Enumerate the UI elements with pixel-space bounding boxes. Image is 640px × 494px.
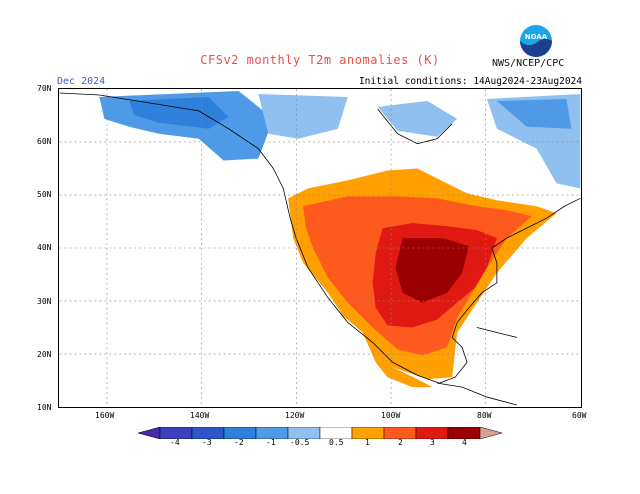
lat-label: 40N — [37, 243, 52, 252]
lat-label: 60N — [37, 137, 52, 146]
colorbar-label: -0.5 — [290, 438, 310, 447]
colorbar-label: 2 — [398, 438, 403, 447]
anomaly-fields — [99, 90, 581, 388]
lon-label: 100W — [381, 411, 401, 420]
east-canada-very-cold — [496, 98, 572, 129]
colorbar-label: -1 — [266, 438, 276, 447]
hudson-cool — [377, 100, 458, 137]
central-us-very-hot — [395, 238, 470, 303]
lon-label: 80W — [477, 411, 492, 420]
colorbar — [138, 427, 502, 439]
colorbar-label: 0.5 — [329, 438, 344, 447]
graticule — [59, 89, 581, 407]
colorbar-label: 3 — [430, 438, 435, 447]
colorbar-label: -2 — [234, 438, 244, 447]
initial-conditions: Initial conditions: 14Aug2024-23Aug2024 — [358, 76, 582, 87]
colorbar-label: -4 — [170, 438, 180, 447]
forecast-period: Dec 2024 — [57, 76, 106, 87]
lat-label: 70N — [37, 84, 52, 93]
lat-label: 20N — [37, 350, 52, 359]
mexico-warm — [362, 332, 433, 388]
colorbar-label: 4 — [462, 438, 467, 447]
colorbar-label: -3 — [202, 438, 212, 447]
colorbar-label: 1 — [365, 438, 370, 447]
lon-label: 160W — [95, 411, 115, 420]
map-title: CFSv2 monthly T2m anomalies (K) — [200, 53, 440, 67]
lon-label: 120W — [285, 411, 305, 420]
lon-label: 60W — [572, 411, 587, 420]
canada-cool — [258, 93, 348, 139]
svg-text:NOAA: NOAA — [525, 33, 548, 41]
anomaly-map — [58, 88, 582, 408]
agency-label: NWS/NCEP/CPC — [492, 58, 565, 69]
lat-label: 30N — [37, 297, 52, 306]
lat-label: 50N — [37, 190, 52, 199]
alaska-very-cold — [129, 96, 229, 129]
lon-label: 140W — [190, 411, 210, 420]
noaa-logo-icon: NOAA — [520, 25, 552, 57]
lat-label: 10N — [37, 403, 52, 412]
